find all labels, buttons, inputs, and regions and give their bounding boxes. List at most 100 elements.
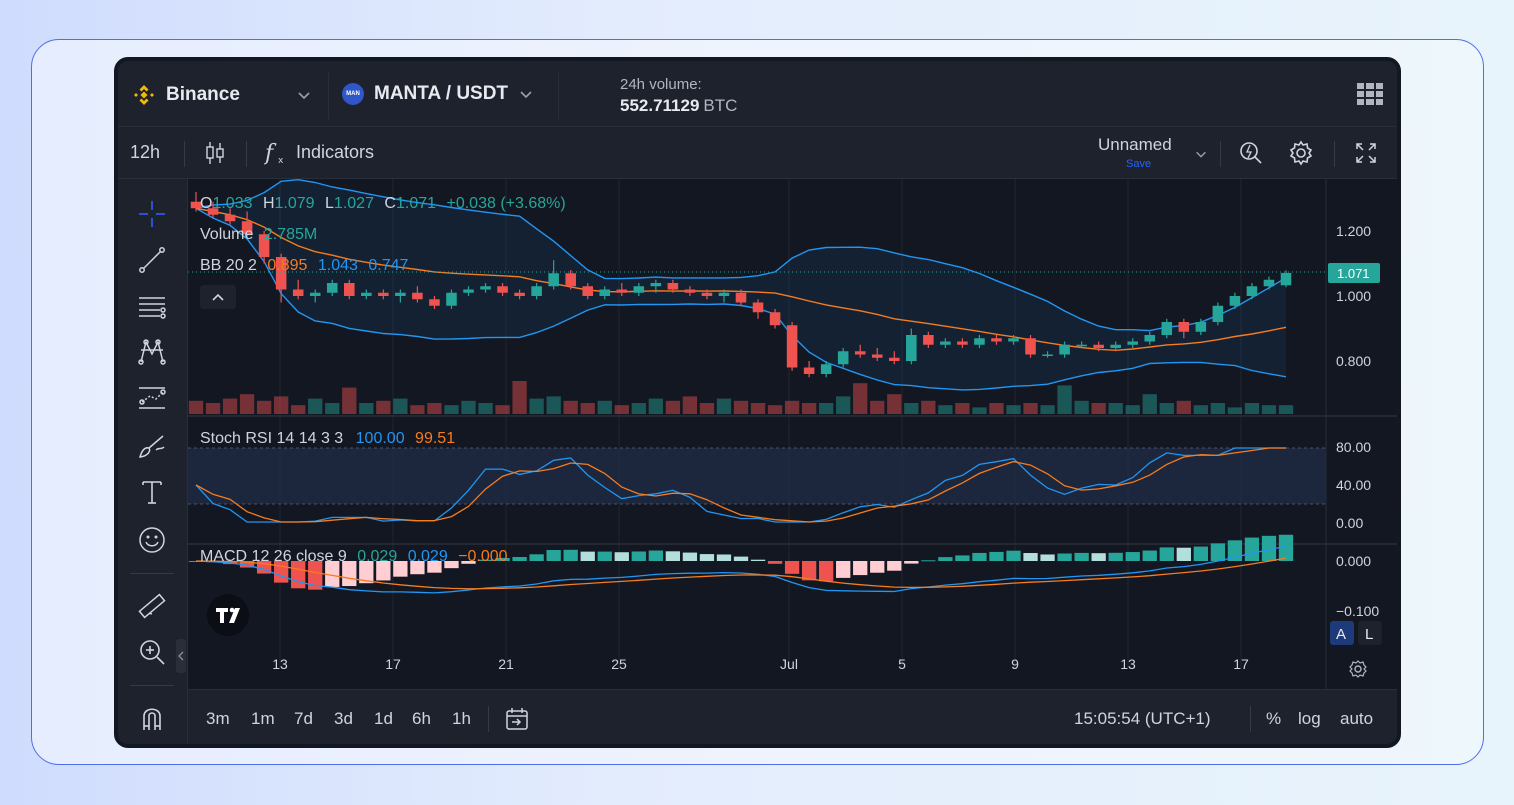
goto-date-icon[interactable]: [504, 706, 530, 737]
macd-hist-bar: [819, 561, 834, 582]
chevron-down-icon[interactable]: [518, 86, 534, 102]
chevron-up-icon: [212, 293, 224, 301]
volume-bar: [989, 403, 1004, 414]
macd-hist-bar: [716, 554, 732, 561]
range-1d[interactable]: 1d: [374, 709, 393, 728]
volume-bar: [461, 400, 476, 414]
macd-hist-bar: [308, 561, 323, 590]
indicators-button[interactable]: Indicators: [296, 142, 375, 162]
apps-grid-icon[interactable]: [1357, 83, 1383, 105]
range-1h[interactable]: 1h: [452, 709, 471, 728]
crosshair-icon[interactable]: [135, 197, 169, 231]
candle-body: [889, 357, 900, 361]
collapse-legend-button[interactable]: [200, 285, 236, 309]
high-label: H: [262, 195, 275, 212]
volume-bar: [274, 396, 289, 414]
divider: [130, 573, 174, 574]
macd-hist-bar: [1210, 543, 1226, 561]
magnet-icon[interactable]: [135, 701, 169, 735]
volume-bar: [376, 400, 391, 414]
candle: [752, 299, 764, 319]
log-toggle[interactable]: log: [1298, 709, 1321, 728]
volume-bar: [819, 403, 834, 414]
volume-bar: [1176, 400, 1191, 414]
clock-timezone[interactable]: 15:05:54 (UTC+1): [1074, 709, 1211, 728]
candle-body: [429, 299, 440, 306]
auto-toggle[interactable]: auto: [1340, 709, 1374, 728]
candle: [258, 231, 270, 264]
macd-hist-bar: [325, 561, 340, 587]
emoji-icon[interactable]: [135, 523, 169, 557]
candle-body: [565, 273, 576, 287]
pattern-icon[interactable]: [135, 335, 169, 369]
chevron-down-icon[interactable]: [296, 87, 312, 106]
trend-line-icon[interactable]: [135, 243, 169, 277]
volume-unit: BTC: [703, 96, 738, 115]
candle: [1093, 341, 1104, 352]
interval-button[interactable]: 12h: [130, 142, 161, 162]
close-value: 1.071: [395, 195, 437, 212]
pair-selector[interactable]: MAN MANTA / USDT: [342, 83, 534, 105]
ruler-icon[interactable]: [135, 589, 169, 623]
range-3m[interactable]: 3m: [206, 709, 230, 728]
candle-body: [309, 292, 321, 296]
chevron-down-icon[interactable]: [1194, 147, 1208, 164]
candle: [667, 279, 679, 293]
quick-search-icon[interactable]: [1238, 140, 1264, 171]
chart-canvas[interactable]: 13 17 21 25 Jul 5 9 13 17 1.200 1.000 0.800 1.07…: [188, 178, 1397, 689]
volume-bar: [342, 387, 357, 414]
bb-legend: BB 20 2 0.895 1.043 0.747: [200, 257, 408, 275]
last-price-tag: 1.071: [1328, 263, 1380, 283]
volume-bar: [359, 403, 374, 414]
time-tick: 17: [385, 656, 401, 672]
candles-icon[interactable]: [204, 140, 226, 171]
candle: [1076, 341, 1087, 348]
candle: [991, 335, 1002, 345]
text-icon[interactable]: [135, 475, 169, 509]
fib-retracement-icon[interactable]: [135, 289, 169, 323]
collapse-toolbar-button[interactable]: [176, 639, 186, 673]
top-bar: Binance MAN MANTA / USDT 24h volume: 552…: [118, 61, 1397, 127]
candle: [1008, 335, 1019, 345]
candle-body: [1280, 272, 1292, 286]
exchange-selector[interactable]: Binance: [132, 83, 240, 107]
zoom-in-icon[interactable]: [135, 635, 169, 669]
macd-hist-bar: [784, 561, 800, 574]
macd-hist-bar: [1244, 537, 1260, 561]
candle: [957, 338, 968, 348]
gear-icon[interactable]: [1288, 140, 1314, 171]
volume-bar: [699, 403, 715, 414]
volume-bar: [904, 403, 919, 414]
macd-hist-bar: [563, 549, 578, 561]
chart-pane[interactable]: 13 17 21 25 Jul 5 9 13 17 1.200 1.000 0.800 1.07…: [188, 178, 1397, 689]
range-1m[interactable]: 1m: [251, 709, 275, 728]
manta-coin-icon: MAN: [342, 83, 364, 105]
percent-toggle[interactable]: %: [1266, 709, 1282, 728]
candle: [1246, 283, 1258, 300]
save-button[interactable]: Save: [1126, 158, 1152, 170]
brush-icon[interactable]: [135, 429, 169, 463]
log-scale-button[interactable]: L: [1358, 621, 1382, 645]
fullscreen-icon[interactable]: [1354, 141, 1378, 170]
time-tick: 9: [1011, 656, 1019, 672]
auto-scale-button[interactable]: A: [1330, 621, 1354, 645]
range-3d[interactable]: 3d: [334, 709, 353, 728]
range-7d[interactable]: 7d: [294, 709, 313, 728]
volume-bar: [495, 405, 510, 414]
macd-hist-bar: [853, 561, 868, 576]
axis-settings-icon[interactable]: [1349, 660, 1367, 678]
candle: [940, 338, 951, 348]
divider: [488, 706, 489, 732]
volume-bar: [256, 400, 272, 414]
stoch-k-value: 100.00: [355, 430, 405, 447]
stoch-d-line: [195, 447, 1286, 523]
macd-hist-bar: [444, 561, 459, 569]
volume-bar: [955, 403, 970, 414]
range-6h[interactable]: 6h: [412, 709, 431, 728]
volume-bar: [1278, 405, 1294, 414]
layout-name[interactable]: Unnamed: [1098, 135, 1172, 154]
prediction-icon[interactable]: [135, 381, 169, 415]
macd-hist-bar: [1091, 553, 1106, 561]
candle: [616, 283, 628, 296]
